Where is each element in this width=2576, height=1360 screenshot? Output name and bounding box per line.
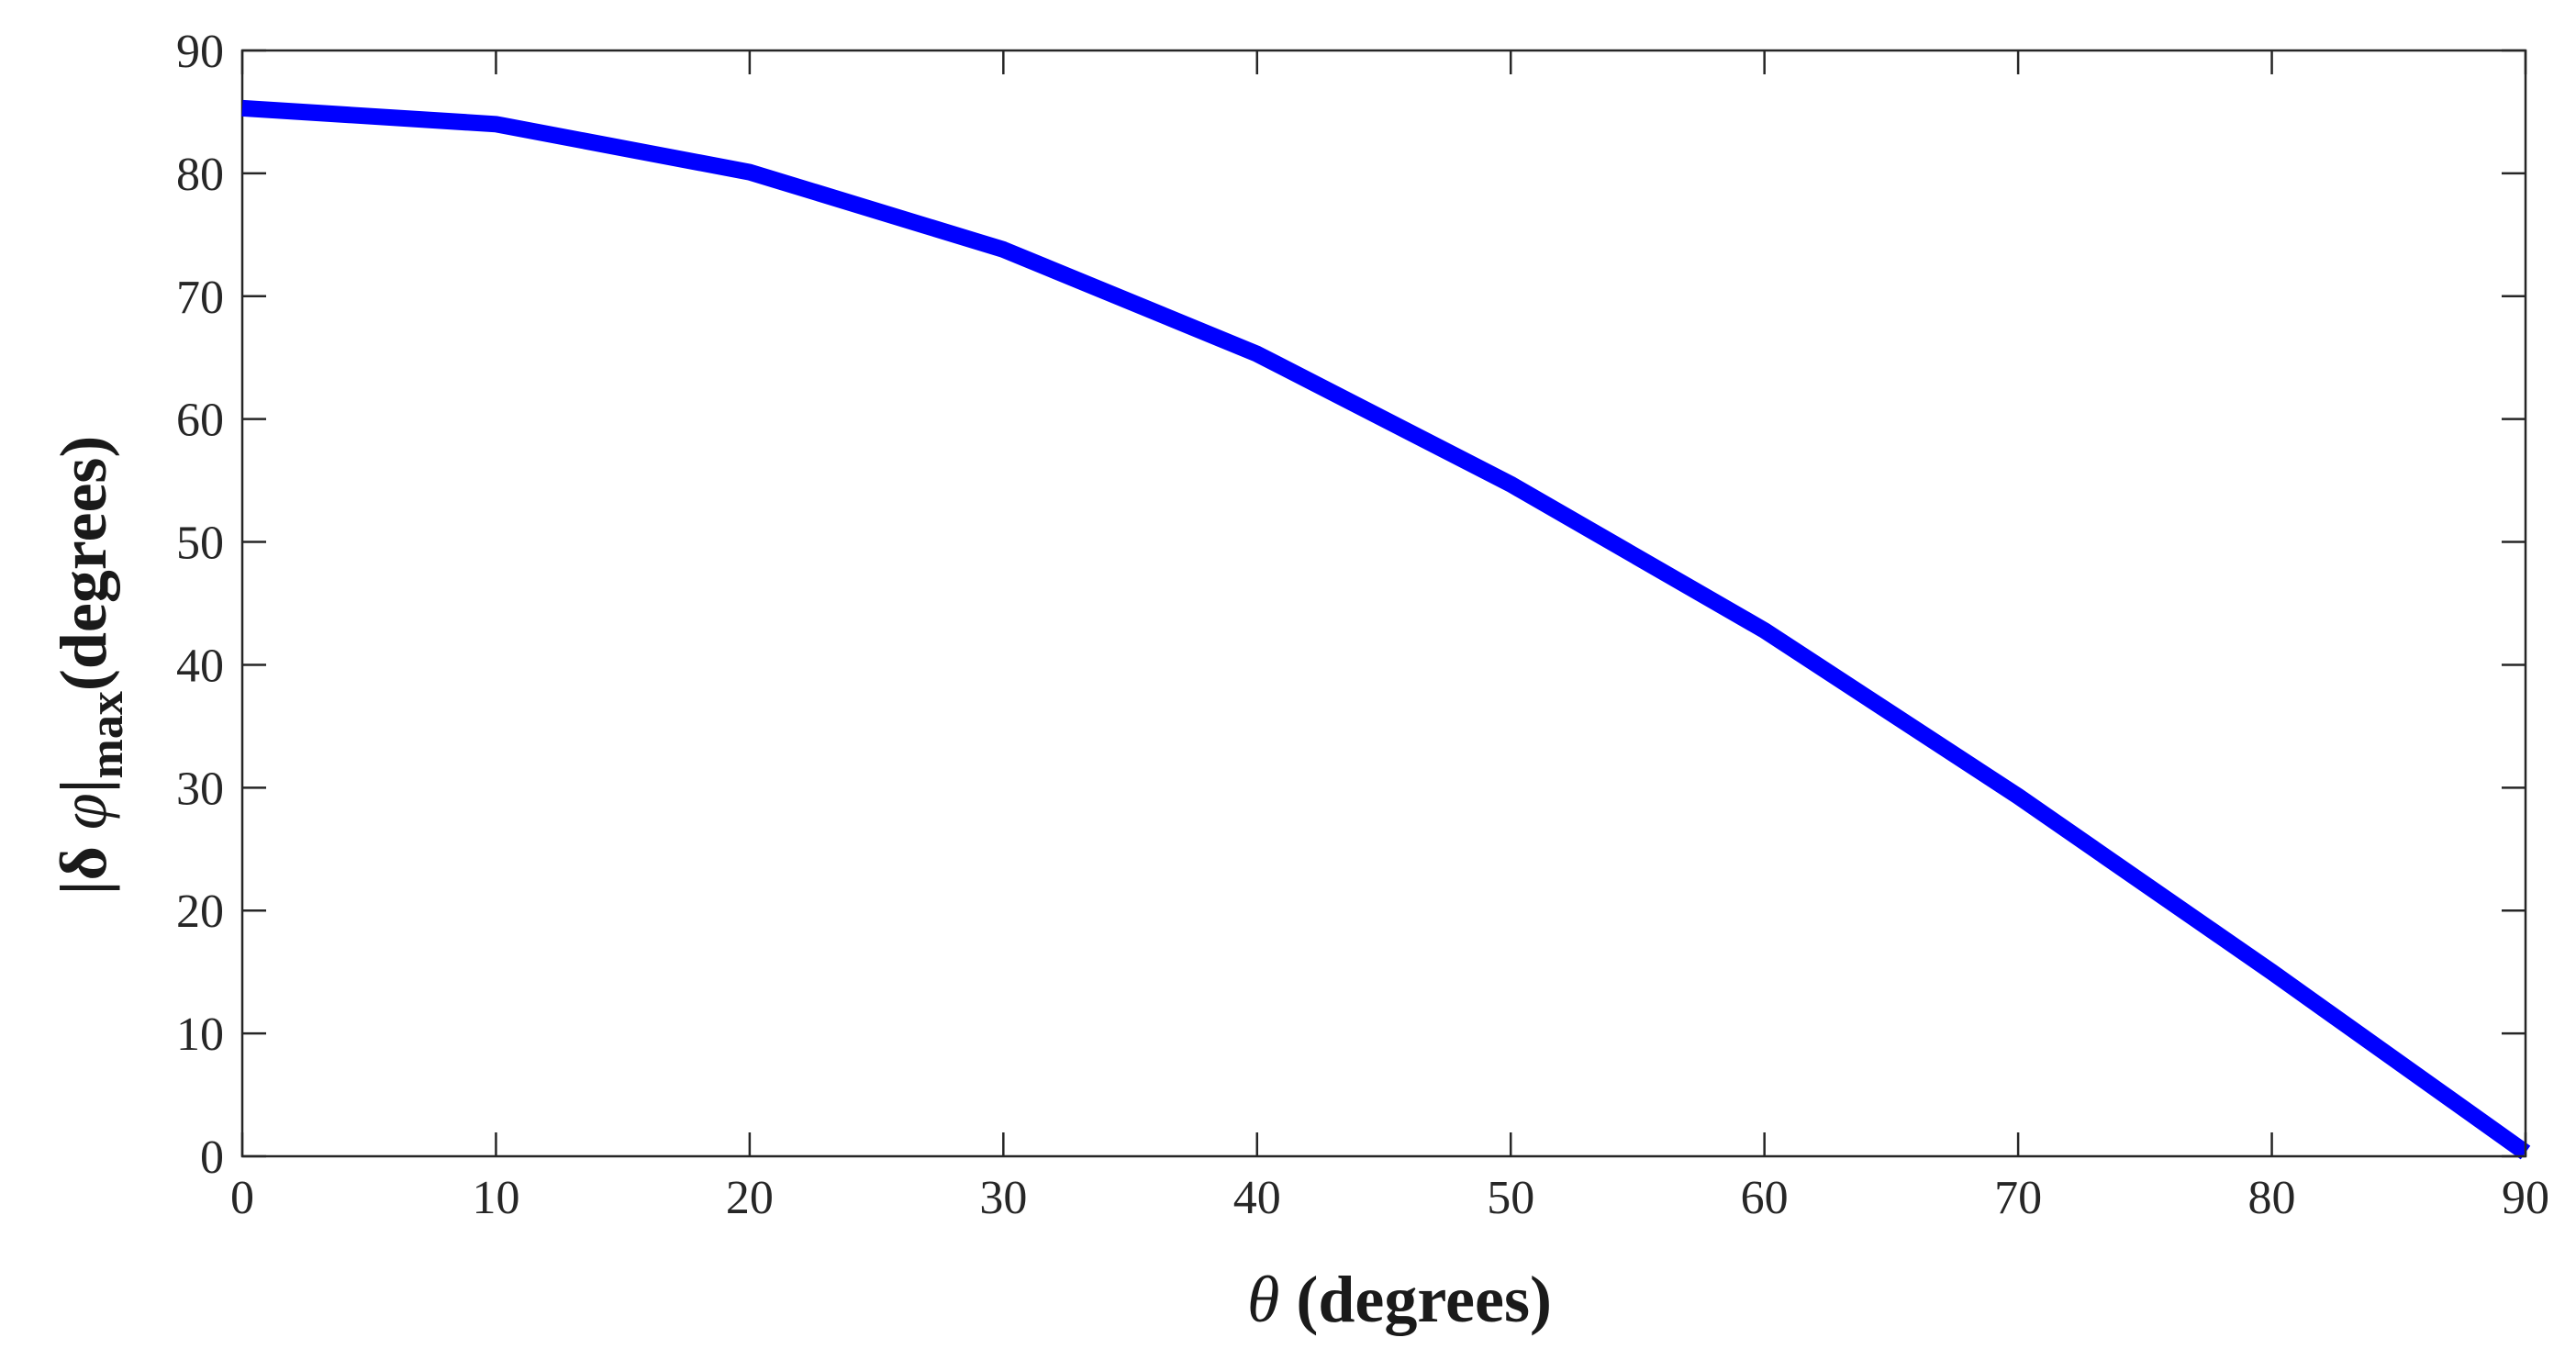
- y-axis-title-prefix: |δ: [47, 830, 120, 895]
- y-axis-title-symbol: φ: [47, 793, 120, 830]
- y-tick-label: 90: [176, 26, 224, 78]
- x-axis-title-symbol: θ: [1247, 1263, 1279, 1336]
- y-tick-label: 40: [176, 640, 224, 692]
- x-tick-label: 10: [472, 1172, 519, 1224]
- series-layer: [241, 99, 2531, 1160]
- x-tick-label: 0: [230, 1172, 254, 1224]
- x-tick-label: 70: [1994, 1172, 2042, 1224]
- y-tick-label: 30: [176, 763, 224, 815]
- x-tick-label: 60: [1741, 1172, 1789, 1224]
- x-axis-title: θ (degrees): [1247, 1263, 1552, 1336]
- y-tick-label: 80: [176, 149, 224, 201]
- ticks-layer: 0 10 20 30 40 50 60 70 80 90 0 10 20 30 40 50 60 70 80 90: [176, 26, 2549, 1224]
- plot-area: [240, 49, 2527, 1158]
- y-tick-label: 10: [176, 1009, 224, 1061]
- y-tick-label: 60: [176, 395, 224, 447]
- y-tick-label: 20: [176, 886, 224, 938]
- x-tick-label: 90: [2502, 1172, 2549, 1224]
- y-tick-label: 70: [176, 272, 224, 324]
- y-axis-title-bar: |: [47, 778, 120, 793]
- x-tick-label: 50: [1487, 1172, 1534, 1224]
- x-tick-label: 30: [979, 1172, 1027, 1224]
- x-tick-label: 40: [1233, 1172, 1281, 1224]
- axes-box: [240, 49, 2527, 1158]
- y-axis-title-text: (degrees): [47, 436, 120, 692]
- x-tick-label: 20: [726, 1172, 774, 1224]
- x-tick-label: 80: [2248, 1172, 2296, 1224]
- y-tick-label: 50: [176, 518, 224, 570]
- y-axis-title-subscript: max: [81, 691, 133, 778]
- x-axis-title-text: (degrees): [1296, 1263, 1552, 1336]
- y-axis-title: |δ φ|max(degrees): [47, 436, 133, 896]
- y-tick-label: 0: [200, 1131, 224, 1184]
- series-line-1: [241, 99, 2531, 1160]
